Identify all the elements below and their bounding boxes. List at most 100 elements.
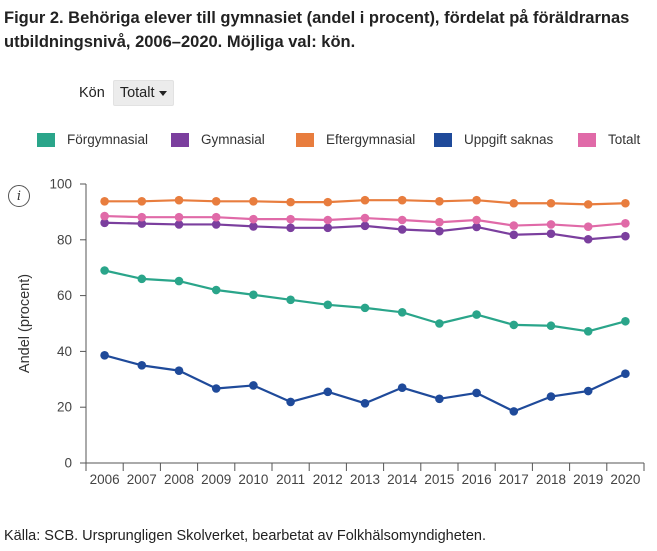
- data-point: [546, 220, 556, 229]
- data-point: [621, 219, 630, 228]
- x-tick-label: 2010: [238, 472, 268, 487]
- data-point: [546, 392, 556, 401]
- data-point: [360, 398, 370, 408]
- info-icon[interactable]: i: [8, 185, 30, 207]
- gender-select-value: Totalt: [119, 85, 155, 101]
- y-tick-label: 0: [64, 456, 72, 471]
- data-point: [323, 387, 333, 397]
- x-tick-label: 2012: [313, 472, 343, 487]
- legend-item-1[interactable]: Gymnasial: [171, 132, 265, 147]
- data-point: [509, 320, 519, 330]
- x-tick-label: 2015: [424, 472, 454, 487]
- data-point: [249, 214, 258, 224]
- data-point: [546, 229, 556, 238]
- data-point: [360, 213, 370, 223]
- data-point: [286, 223, 295, 233]
- source-note: Källa: SCB. Ursprungligen Skolverket, be…: [4, 528, 486, 544]
- legend-label: Förgymnasial: [67, 132, 149, 147]
- legend-swatch: [296, 132, 314, 147]
- data-point: [583, 200, 593, 209]
- data-point: [286, 197, 295, 207]
- data-point: [211, 285, 221, 295]
- data-point: [137, 274, 147, 284]
- y-tick-label: 80: [57, 232, 72, 247]
- data-point: [397, 215, 407, 225]
- x-tick-label: 2011: [276, 472, 305, 487]
- data-point: [137, 361, 147, 370]
- data-point: [100, 218, 109, 228]
- data-point: [286, 295, 295, 305]
- data-point: [211, 196, 221, 206]
- data-point: [360, 195, 370, 205]
- x-tick-label: 2009: [201, 472, 231, 487]
- x-tick-label: 2020: [610, 472, 640, 487]
- x-tick-label: 2014: [387, 472, 418, 487]
- legend-item-3[interactable]: Uppgift saknas: [434, 132, 553, 147]
- data-point: [174, 220, 184, 229]
- data-point: [397, 225, 407, 234]
- data-point: [509, 198, 519, 208]
- legend-label: Gymnasial: [201, 132, 265, 147]
- data-point: [472, 195, 481, 205]
- data-point: [435, 319, 444, 328]
- data-point: [174, 276, 184, 286]
- data-point: [323, 197, 333, 207]
- chart-title: Figur 2. Behöriga elever till gymnasiet …: [4, 9, 630, 51]
- data-point: [472, 388, 481, 398]
- data-point: [249, 381, 258, 390]
- legend-item-0[interactable]: Förgymnasial: [37, 132, 148, 147]
- legend-item-4[interactable]: Totalt: [578, 132, 640, 147]
- info-icon-glyph: i: [16, 188, 22, 204]
- data-point: [137, 212, 147, 222]
- data-point: [323, 223, 333, 233]
- y-tick-label: 100: [49, 177, 72, 192]
- y-tick-label: 60: [57, 288, 72, 303]
- data-point: [100, 266, 109, 275]
- data-point: [472, 215, 481, 225]
- data-point: [249, 196, 258, 206]
- data-point: [621, 369, 630, 379]
- data-point: [360, 221, 370, 231]
- legend-swatch: [434, 132, 452, 147]
- filter-label: Kön: [79, 85, 105, 101]
- data-point: [100, 211, 109, 221]
- legend-item-2[interactable]: Eftergymnasial: [296, 132, 415, 147]
- data-point: [360, 303, 370, 313]
- data-point: [583, 327, 593, 336]
- chart-legend: Förgymnasial Gymnasial Eftergymnasial Uppgi…: [0, 132, 657, 154]
- gender-select[interactable]: Totalt: [112, 80, 175, 106]
- x-tick-label: 2017: [499, 472, 529, 487]
- data-point: [174, 366, 184, 375]
- data-point: [621, 316, 630, 326]
- data-point: [509, 407, 519, 416]
- data-point: [137, 196, 147, 206]
- line-chart: 0 20 40 60 80 100 2006 2007 2008 2009 2010 2011 2012…: [17, 177, 645, 487]
- data-point: [621, 198, 630, 208]
- legend-label: Eftergymnasial: [326, 132, 416, 147]
- legend-label: Totalt: [608, 132, 641, 147]
- x-tick-label: 2007: [127, 472, 157, 487]
- legend-label: Uppgift saknas: [464, 132, 554, 147]
- data-point: [509, 221, 519, 230]
- data-point: [435, 217, 444, 227]
- x-tick-label: 2008: [164, 472, 194, 487]
- legend-swatch: [171, 132, 189, 147]
- data-point: [621, 231, 630, 241]
- data-point: [397, 195, 407, 205]
- data-point: [174, 212, 184, 222]
- data-point: [100, 196, 109, 206]
- data-point: [583, 234, 593, 244]
- data-point: [249, 290, 258, 300]
- data-point: [472, 222, 481, 232]
- data-point: [211, 384, 221, 393]
- data-point: [397, 383, 407, 392]
- x-tick-label: 2006: [90, 472, 120, 487]
- data-point: [509, 230, 519, 240]
- data-point: [249, 222, 258, 231]
- y-tick-label: 20: [57, 400, 72, 415]
- legend-swatch: [37, 132, 55, 147]
- data-point: [286, 397, 295, 407]
- data-point: [472, 310, 481, 319]
- data-point: [583, 222, 593, 231]
- data-point: [286, 214, 295, 224]
